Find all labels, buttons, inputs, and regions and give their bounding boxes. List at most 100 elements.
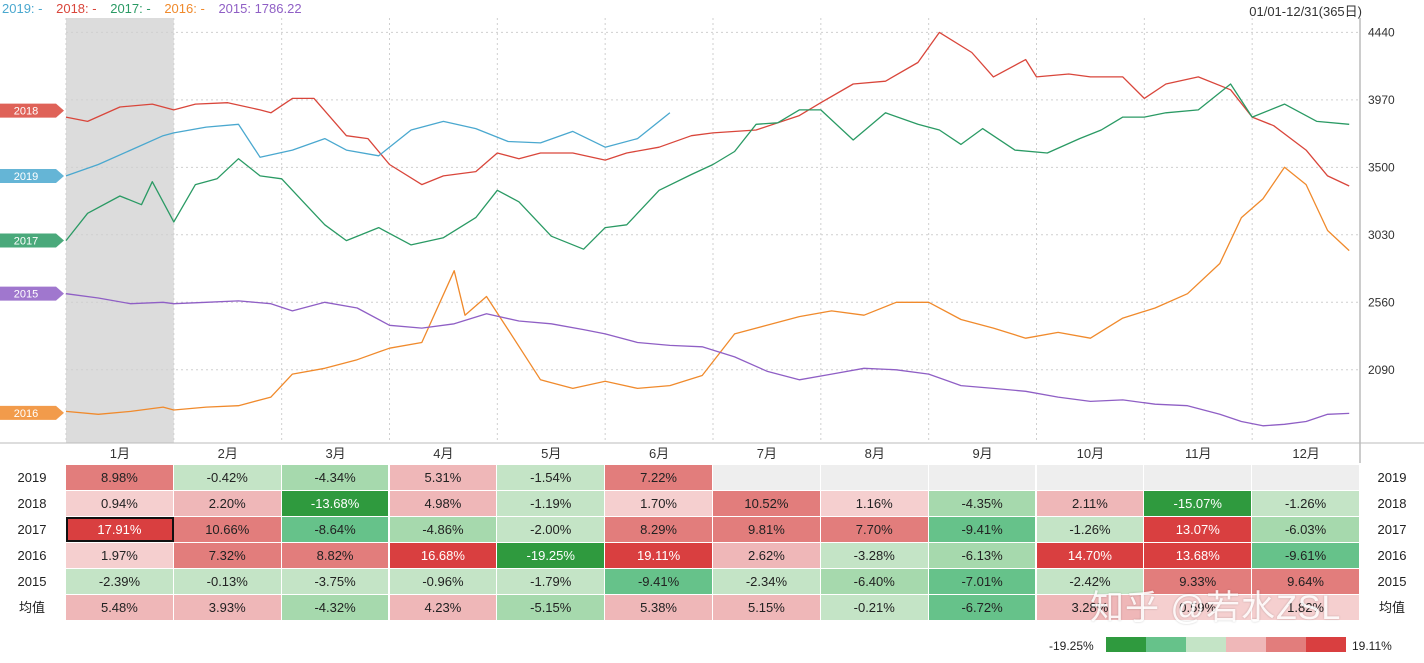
table-cell[interactable]: 16.68% — [389, 543, 498, 568]
table-cell[interactable]: 8.82% — [281, 543, 390, 568]
table-cell[interactable]: -8.64% — [281, 517, 390, 542]
legend-item-2017[interactable]: 2017: - — [110, 1, 151, 16]
table-cell[interactable]: -1.26% — [1036, 517, 1145, 542]
table-cell[interactable]: 2.11% — [1036, 491, 1145, 516]
table-cell[interactable]: 14.70% — [1036, 543, 1145, 568]
table-cell[interactable]: 2.20% — [173, 491, 282, 516]
table-cell[interactable]: -1.19% — [497, 491, 606, 516]
table-cell[interactable]: 7.32% — [173, 543, 282, 568]
table-cell[interactable]: -4.32% — [281, 595, 390, 620]
table-cell[interactable]: -0.42% — [173, 465, 282, 490]
x-tick-label[interactable]: 12月 — [1292, 446, 1319, 461]
table-cell[interactable]: 5.48% — [66, 595, 174, 620]
table-cell[interactable]: -0.21% — [820, 595, 929, 620]
x-tick-label[interactable]: 11月 — [1185, 446, 1212, 461]
table-cell[interactable]: -4.35% — [928, 491, 1037, 516]
x-tick-label[interactable]: 1月 — [110, 446, 130, 461]
table-cell[interactable]: 2.62% — [713, 543, 821, 568]
table-cell[interactable]: -4.86% — [389, 517, 498, 542]
table-cell[interactable]: 5.31% — [389, 465, 498, 490]
table-cell[interactable]: -1.26% — [1252, 491, 1360, 516]
table-cell[interactable]: 1.82% — [1252, 595, 1360, 620]
table-cell[interactable]: -6.13% — [928, 543, 1037, 568]
table-cell[interactable]: 9.64% — [1252, 569, 1360, 594]
table-cell[interactable]: -15.07% — [1144, 491, 1253, 516]
legend-item-2018[interactable]: 2018: - — [56, 1, 97, 16]
x-tick-label[interactable]: 7月 — [757, 446, 777, 461]
series-line-2017[interactable] — [65, 83, 1350, 250]
table-cell[interactable]: -4.34% — [281, 465, 390, 490]
x-tick-label[interactable]: 6月 — [649, 446, 669, 461]
table-cell[interactable]: 17.91% — [66, 517, 174, 542]
y-tick-label: 2090 — [1368, 363, 1395, 377]
table-cell[interactable]: -3.75% — [281, 569, 390, 594]
series-line-2016[interactable] — [65, 166, 1350, 415]
table-cell[interactable]: 1.16% — [820, 491, 929, 516]
table-cell[interactable]: -2.42% — [1036, 569, 1145, 594]
table-cell[interactable] — [820, 465, 929, 490]
table-cell[interactable] — [713, 465, 821, 490]
x-tick-label[interactable]: 3月 — [325, 446, 345, 461]
highlight-band-1月 — [66, 18, 174, 443]
table-cell[interactable] — [928, 465, 1037, 490]
series-line-2019[interactable] — [65, 112, 671, 177]
table-cell[interactable]: -7.01% — [928, 569, 1037, 594]
line-chart[interactable]: 4440 3970 3500 3030 2560 2090 1月 2月 3月 4月 5月 6月 7月 8月… — [0, 0, 1424, 463]
table-cell[interactable]: -2.00% — [497, 517, 606, 542]
x-tick-label[interactable]: 8月 — [865, 446, 885, 461]
series-line-2018[interactable] — [65, 31, 1350, 187]
legend-item-2019[interactable]: 2019: - — [2, 1, 43, 16]
table-cell[interactable]: 10.52% — [713, 491, 821, 516]
table-cell[interactable]: 5.15% — [713, 595, 821, 620]
table-cell[interactable]: 1.97% — [66, 543, 174, 568]
table-cell[interactable]: -5.15% — [497, 595, 606, 620]
legend-item-2016[interactable]: 2016: - — [164, 1, 205, 16]
x-tick-label[interactable]: 10月 — [1077, 446, 1104, 461]
x-tick-label[interactable]: 2月 — [218, 446, 238, 461]
table-cell[interactable]: 0.94% — [66, 491, 174, 516]
table-cell[interactable]: -9.61% — [1252, 543, 1360, 568]
table-cell[interactable]: 4.23% — [389, 595, 498, 620]
series-line-2015[interactable] — [65, 293, 1350, 427]
table-cell[interactable]: -2.34% — [713, 569, 821, 594]
table-cell[interactable]: -6.03% — [1252, 517, 1360, 542]
table-cell[interactable] — [1252, 465, 1360, 490]
table-cell[interactable]: 3.93% — [173, 595, 282, 620]
table-cell[interactable]: -3.28% — [820, 543, 929, 568]
table-cell[interactable]: -0.96% — [389, 569, 498, 594]
legend-item-2015[interactable]: 2015: 1786.22 — [218, 1, 302, 16]
x-tick-label[interactable]: 9月 — [972, 446, 992, 461]
table-cell[interactable]: 8.98% — [66, 465, 174, 490]
table-cell[interactable]: -9.41% — [605, 569, 713, 594]
table-cell[interactable]: -6.40% — [820, 569, 929, 594]
table-cell[interactable]: 7.22% — [605, 465, 713, 490]
color-scale-swatch — [1146, 637, 1186, 652]
row-label-left: 2018 — [17, 496, 47, 511]
table-cell[interactable]: -9.41% — [928, 517, 1037, 542]
table-cell[interactable]: 9.33% — [1144, 569, 1253, 594]
table-cell[interactable] — [1144, 465, 1253, 490]
table-cell[interactable]: 10.66% — [173, 517, 282, 542]
table-cell[interactable]: 8.29% — [605, 517, 713, 542]
table-cell[interactable]: -19.25% — [497, 543, 606, 568]
x-tick-label[interactable]: 4月 — [433, 446, 453, 461]
table-cell[interactable]: 5.38% — [605, 595, 713, 620]
table-cell[interactable]: 1.70% — [605, 491, 713, 516]
table-cell[interactable]: -1.54% — [497, 465, 606, 490]
table-cell[interactable]: -0.13% — [173, 569, 282, 594]
table-cell[interactable]: 13.68% — [1144, 543, 1253, 568]
table-cell[interactable]: 7.70% — [820, 517, 929, 542]
table-cell[interactable]: 19.11% — [605, 543, 713, 568]
table-cell[interactable]: -2.39% — [66, 569, 174, 594]
x-tick-label[interactable]: 5月 — [541, 446, 561, 461]
table-cell[interactable]: 4.98% — [389, 491, 498, 516]
table-cell[interactable]: 13.07% — [1144, 517, 1253, 542]
table-cell[interactable] — [1036, 465, 1145, 490]
table-cell[interactable]: 0.59% — [1144, 595, 1253, 620]
table-row: 2017 17.91% 10.66% -8.64% -4.86% -2.00% 8.29% 9… — [0, 517, 1424, 543]
table-cell[interactable]: -1.79% — [497, 569, 606, 594]
table-cell[interactable]: -6.72% — [928, 595, 1037, 620]
table-cell[interactable]: 9.81% — [713, 517, 821, 542]
table-cell[interactable]: -13.68% — [281, 491, 390, 516]
table-cell[interactable]: 3.28% — [1036, 595, 1145, 620]
